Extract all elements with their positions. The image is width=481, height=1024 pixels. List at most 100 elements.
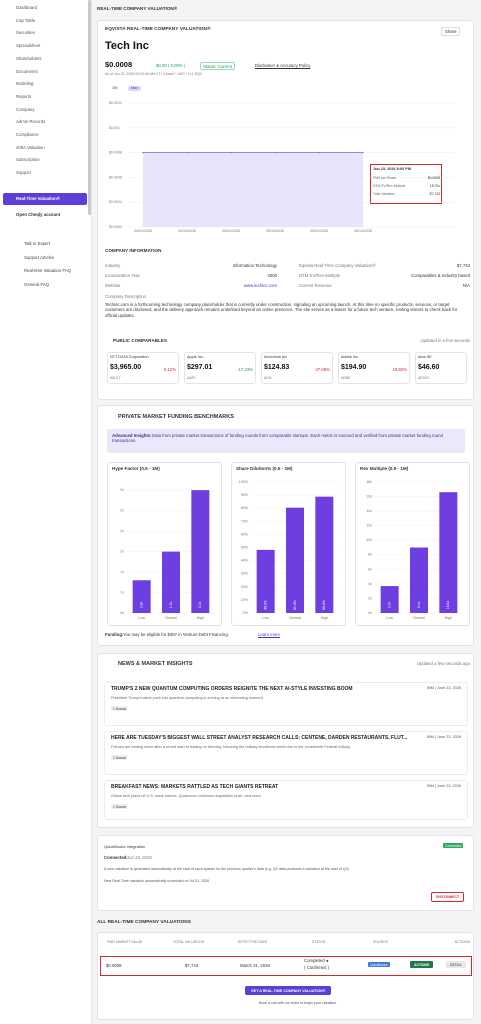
- nav-item[interactable]: Open Cheqly account: [16, 212, 61, 217]
- y-tick-label: 2x: [368, 596, 372, 600]
- tooltip-value: 18.70x: [429, 184, 440, 188]
- news-summary: President Trump's latest push into quant…: [111, 696, 264, 700]
- table-header: TOTAL VALUATION: [173, 940, 205, 944]
- y-tick-label: $0.001: [109, 126, 120, 130]
- nav-item[interactable]: Documents: [16, 68, 38, 74]
- y-tick-label: 90%: [241, 493, 249, 497]
- x-tick-label: 06/14/2026: [354, 229, 372, 233]
- info-value: Comparables & Industry based: [411, 273, 470, 278]
- sidebar: [0, 0, 92, 1024]
- comparable-ticker: ACN: [264, 376, 272, 380]
- y-tick-label: 18x: [366, 480, 372, 484]
- bar: [410, 547, 428, 613]
- y-tick-label: 3x: [120, 509, 124, 513]
- point: [362, 152, 364, 154]
- nav-item[interactable]: Compliance: [16, 132, 39, 137]
- x-tick-label: High: [197, 616, 204, 620]
- as-of: As of Jun 23, 2026 09:02:40 AM CT | Clos…: [105, 72, 203, 76]
- news-item: [104, 780, 468, 820]
- description-label: Company Description: [105, 294, 147, 299]
- y-tick-label: 80%: [241, 506, 249, 510]
- nav-item[interactable]: Securities: [16, 30, 35, 36]
- x-tick-label: 05/31/2026: [310, 229, 328, 233]
- share-button[interactable]: Share: [441, 27, 461, 37]
- info-value[interactable]: www.techinc.com: [243, 283, 277, 288]
- source-pill: 1 Source: [111, 755, 129, 761]
- y-tick-label: 16x: [366, 495, 372, 499]
- nav-item[interactable]: Cap Table: [16, 17, 36, 23]
- company-name: Tech Inc: [105, 40, 149, 52]
- nav-item[interactable]: Subscription: [16, 157, 40, 163]
- learn-more[interactable]: Learn more: [258, 632, 280, 637]
- news-headline[interactable]: TRUMP'S 2 NEW QUANTUM COMPUTING ORDERS R…: [111, 686, 353, 692]
- qb-connected-label: Connected:: [104, 855, 128, 860]
- cta-button[interactable]: GET A REAL-TIME COMPANY VALUATION®: [245, 986, 332, 996]
- news-headline[interactable]: HERE ARE TUESDAY'S BIGGEST WALL STREET A…: [111, 735, 408, 741]
- comparable-price: $297.01: [187, 364, 213, 371]
- tooltip-box: [370, 164, 442, 204]
- chart-title: Rev Multiple (0.5 - 1M): [360, 466, 409, 471]
- news-headline[interactable]: BREAKFAST NEWS: MARKETS RATTLED AS TECH …: [111, 784, 279, 790]
- insight-text: Data from private market transactions of…: [112, 433, 443, 444]
- info-label: Eqvista Real-Time Company Valuation®: [299, 263, 376, 268]
- bar-value-label: 16.6x: [446, 601, 450, 610]
- bar: [191, 490, 210, 613]
- help-link[interactable]: Support Articles: [24, 254, 55, 260]
- x-tick-label: 05/15/2026: [266, 229, 284, 233]
- news-source: IBM | June 23, 2026: [427, 735, 461, 739]
- y-tick-label: $0.0002: [109, 225, 122, 229]
- news-source: IBM | June 23, 2026: [427, 784, 461, 788]
- y-tick-label: 20%: [241, 585, 249, 589]
- disconnect-button[interactable]: DISCONNECT: [431, 892, 465, 903]
- nav-item[interactable]: Admin Records: [16, 119, 46, 125]
- nav-item[interactable]: 409A Valuation: [16, 144, 45, 150]
- area-fill: [143, 152, 363, 227]
- table-header: EFFECTIVE DATE: [238, 940, 268, 944]
- tooltip-label: Total Valuation: [373, 192, 395, 196]
- point: [274, 152, 276, 154]
- bar: [315, 496, 334, 613]
- actions-button[interactable]: ACTIONS: [410, 961, 434, 969]
- comparable-price: $124.83: [264, 364, 290, 371]
- comparable-card: [107, 352, 179, 384]
- source-pill: 1 Source: [111, 804, 129, 810]
- y-tick-label: 1x: [120, 570, 124, 574]
- nav-item[interactable]: Spreadsheet: [16, 43, 41, 49]
- comparable-price: $194.90: [341, 364, 367, 371]
- nav-item[interactable]: Shareholders: [16, 55, 42, 61]
- bar-value-label: 88.8%: [322, 600, 326, 610]
- updated: Updated in a few seconds: [420, 338, 470, 343]
- price: $0.0008: [105, 60, 133, 69]
- help-link[interactable]: Talk to Expert: [24, 241, 51, 246]
- detail-button[interactable]: DETAIL: [446, 961, 466, 969]
- nav-item[interactable]: Modeling: [16, 81, 34, 87]
- table-cell: $7,743: [185, 963, 199, 968]
- x-tick-label: High: [321, 616, 328, 620]
- table-header: STATUS: [312, 940, 326, 944]
- nav-item-active[interactable]: Real-Time Valuation®: [16, 195, 60, 201]
- info-label: Industry: [105, 263, 121, 268]
- bar: [162, 551, 180, 613]
- comparable-ticker: AEXAY: [418, 376, 430, 380]
- disclaimer-link[interactable]: Disclaimer & Accuracy Policy: [255, 63, 311, 68]
- help-link[interactable]: General FAQ: [24, 281, 50, 287]
- y-tick-label: $0.0004: [109, 200, 122, 204]
- nav-item[interactable]: Dashboard: [16, 5, 38, 10]
- nav-item[interactable]: Reports: [16, 93, 32, 99]
- section-title: ALL REAL-TIME COMPANY VALUATIONS: [97, 920, 191, 925]
- qb-note: A new valuation is generated automatical…: [104, 867, 350, 871]
- y-tick-label: 1x: [120, 590, 124, 594]
- section-title: COMPANY INFORMATION: [105, 248, 162, 253]
- point: [230, 152, 232, 154]
- news-item: [104, 731, 468, 775]
- bar: [286, 507, 304, 613]
- nav-item[interactable]: Support: [16, 170, 32, 176]
- x-tick-label: Low: [262, 616, 269, 620]
- range-button[interactable]: 1W: [112, 86, 118, 90]
- help-link[interactable]: Real-time Valuation FAQ: [24, 268, 71, 273]
- range-button[interactable]: Max: [128, 85, 141, 91]
- comparable-ticker: AAPL: [187, 376, 196, 380]
- y-tick-label: $0.0006: [109, 175, 122, 179]
- nav-item[interactable]: Company: [16, 106, 35, 112]
